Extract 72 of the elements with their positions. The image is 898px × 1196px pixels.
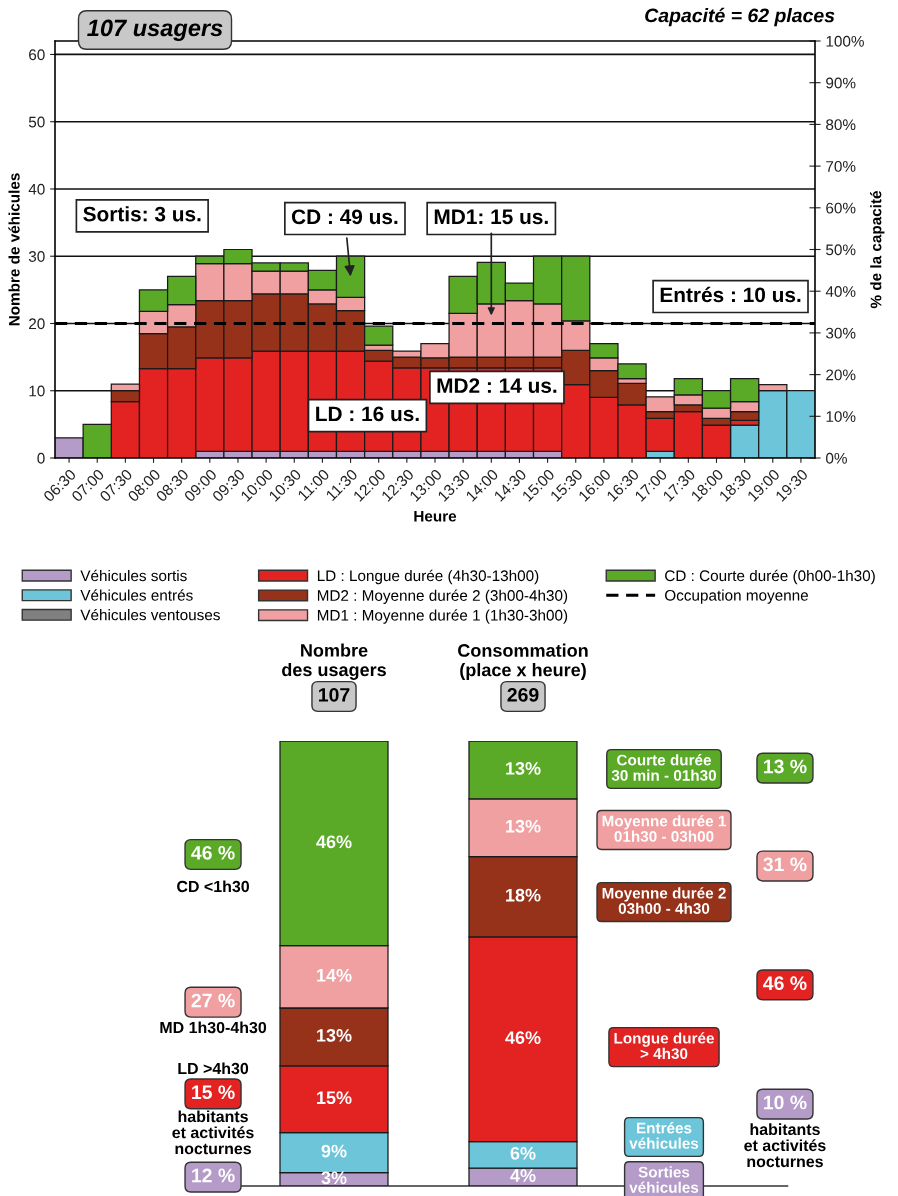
y2-tick-label: 0% bbox=[826, 452, 847, 464]
text: 10 % bbox=[764, 1095, 807, 1110]
data-label: 13% bbox=[506, 761, 541, 775]
y-tick-label: 0 bbox=[37, 452, 45, 464]
data-label: 46% bbox=[505, 1031, 541, 1044]
legend-label: Véhicules entrés bbox=[80, 589, 193, 601]
text: habitants et activités nocturnes bbox=[744, 1123, 826, 1168]
legend-label: Véhicules ventouses bbox=[80, 608, 220, 621]
annotation: MD 1h30-4h30 bbox=[160, 1021, 267, 1034]
text: 46 % bbox=[763, 976, 807, 991]
annotation: Entrés : 10 us. bbox=[660, 286, 801, 303]
y2-tick-label: 90% bbox=[826, 77, 856, 89]
legend-label: Occupation moyenne bbox=[665, 589, 808, 604]
data-label: 14% bbox=[317, 968, 352, 982]
legend-label: Véhicules sortis bbox=[80, 569, 187, 582]
legend-label: CD : Courte durée (0h00-1h30) bbox=[665, 569, 875, 585]
y-tick-label: 10 bbox=[29, 385, 45, 397]
annotation: LD >4h30 bbox=[178, 1062, 249, 1075]
annotation: MD1: 15 us. bbox=[434, 209, 548, 225]
chart-subtitle: Capacité = 62 places bbox=[645, 7, 835, 27]
annotation: Moyenne durée 2 03h00 - 4h30 bbox=[602, 887, 726, 914]
y2-tick-label: 70% bbox=[826, 160, 856, 172]
text: 12 % bbox=[192, 1168, 235, 1183]
annotation: Longue durée > 4h30 bbox=[614, 1032, 714, 1060]
text: Sorties véhicules bbox=[629, 1166, 699, 1193]
y-tick-label: 60 bbox=[29, 49, 45, 61]
y2-tick-label: 20% bbox=[826, 369, 856, 381]
chart-title: 107 usagers bbox=[87, 19, 223, 41]
legend-label: LD : Longue durée (4h30-13h00) bbox=[317, 569, 539, 585]
text: 27 % bbox=[191, 993, 235, 1008]
annotation: CD <1h30 bbox=[177, 880, 250, 893]
data-label: 13% bbox=[317, 1028, 352, 1042]
data-label: 9% bbox=[321, 1144, 347, 1158]
y2-tick-label: 50% bbox=[826, 244, 856, 256]
text: 46 % bbox=[191, 845, 235, 860]
x-axis-title: Heure bbox=[414, 510, 457, 522]
text: 107 bbox=[319, 687, 350, 702]
data-label: 6% bbox=[510, 1146, 536, 1160]
y2-axis-title: % de la capacité bbox=[870, 191, 885, 309]
annotation: MD2 : 14 us. bbox=[437, 378, 557, 393]
y2-tick-label: 80% bbox=[826, 119, 856, 131]
legend-label: MD1 : Moyenne durée 1 (1h30-3h00) bbox=[317, 609, 568, 624]
text: Entrées véhicules bbox=[629, 1122, 699, 1149]
y2-tick-label: 30% bbox=[826, 327, 856, 339]
y-tick-label: 50 bbox=[28, 116, 45, 128]
annotation: Moyenne durée 1 01h30 - 03h00 bbox=[602, 815, 726, 842]
y-tick-label: 30 bbox=[28, 251, 45, 262]
y-tick-label: 20 bbox=[29, 318, 45, 330]
data-label: 15% bbox=[317, 1091, 352, 1105]
data-label: 18% bbox=[506, 888, 541, 902]
legend-label: MD2 : Moyenne durée 2 (3h00-4h30) bbox=[317, 589, 568, 604]
y2-tick-label: 60% bbox=[826, 202, 856, 214]
data-label: 3% bbox=[321, 1171, 347, 1185]
x-tick-label: Consommation (place x heure) bbox=[458, 643, 588, 680]
text: 269 bbox=[507, 687, 539, 702]
x-tick-label: Nombre des usagers bbox=[282, 643, 386, 680]
annotation: habitants et activités nocturnes bbox=[172, 1110, 254, 1155]
annotation: Sortis: 3 us. bbox=[83, 206, 201, 222]
annotation: LD : 16 us. bbox=[316, 406, 419, 422]
text: 31 % bbox=[763, 857, 807, 872]
data-label: 13% bbox=[506, 819, 541, 833]
y2-tick-label: 100% bbox=[826, 35, 864, 47]
y2-tick-label: 40% bbox=[825, 286, 856, 297]
y2-tick-label: 10% bbox=[826, 411, 856, 422]
data-label: 4% bbox=[510, 1169, 536, 1182]
y-axis-title: Nombre de véhicules bbox=[8, 173, 20, 326]
text: 15 % bbox=[192, 1085, 235, 1100]
data-label: 46% bbox=[316, 835, 352, 849]
annotation: CD : 49 us. bbox=[291, 209, 398, 225]
annotation: Courte durée 30 min - 01h30 bbox=[611, 754, 717, 781]
y-tick-label: 40 bbox=[28, 183, 45, 195]
text: 13 % bbox=[764, 759, 807, 774]
